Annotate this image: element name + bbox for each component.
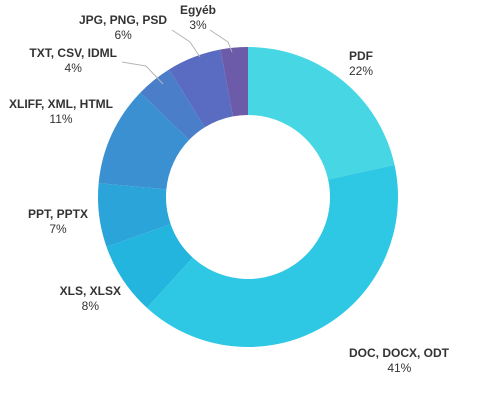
slice-5[interactable] [140, 69, 205, 140]
slice-value-1: 41% [387, 361, 411, 375]
slice-7[interactable] [220, 47, 248, 117]
slice-value-6: 6% [114, 28, 132, 42]
slice-value-3: 7% [49, 222, 67, 236]
slices-group [98, 47, 398, 348]
slice-3[interactable] [98, 183, 171, 247]
slice-label-1: DOC, DOCX, ODT [349, 346, 450, 360]
slice-1[interactable] [146, 164, 398, 348]
slice-2[interactable] [106, 224, 193, 308]
slice-value-2: 8% [82, 299, 100, 313]
slice-label-3: PPT, PPTX [28, 207, 88, 221]
leader-line-7 [209, 29, 233, 53]
leader-line-6 [171, 29, 201, 58]
slice-value-7: 3% [189, 18, 207, 32]
slice-label-7: Egyéb [180, 3, 216, 17]
slice-value-5: 4% [65, 61, 83, 75]
slice-label-6: JPG, PNG, PSD [79, 13, 167, 27]
slice-value-4: 11% [49, 112, 72, 126]
leader-line-5 [121, 61, 164, 85]
slice-value-0: 22% [349, 64, 373, 78]
slice-0[interactable] [248, 47, 395, 180]
slice-label-2: XLS, XLSX [60, 284, 121, 298]
slice-label-0: PDF [349, 49, 373, 63]
slice-label-4: XLIFF, XML, HTML [9, 97, 113, 111]
slice-label-5: TXT, CSV, IDML [29, 46, 117, 60]
slice-6[interactable] [169, 49, 233, 128]
slice-4[interactable] [98, 92, 190, 190]
leader-lines-group [121, 29, 233, 85]
